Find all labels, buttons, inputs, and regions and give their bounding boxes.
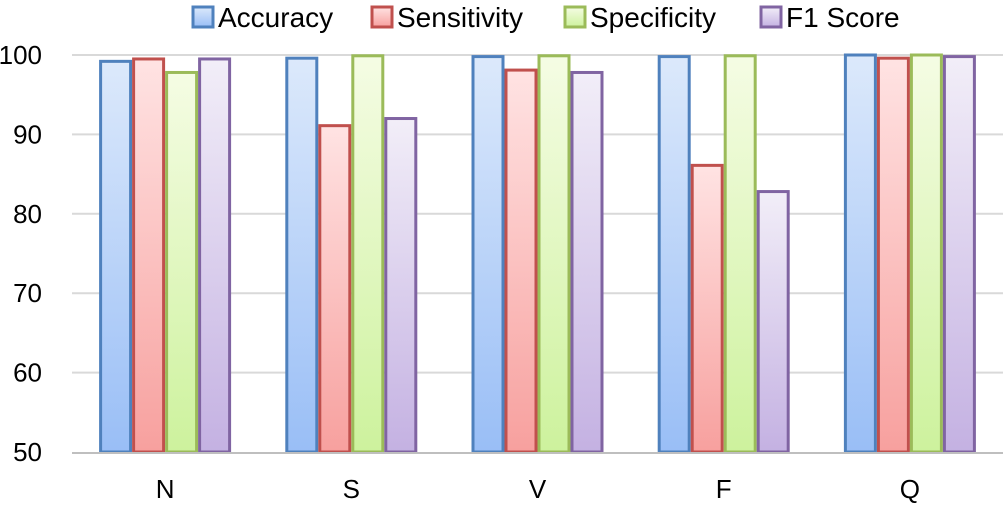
- bar-f1-score-v: [570, 70, 604, 454]
- bar-accuracy-f: [657, 55, 691, 454]
- y-tick-label: 100: [0, 40, 42, 70]
- bar-sensitivity-n: [132, 57, 166, 454]
- bar-specificity-n: [165, 70, 199, 454]
- y-axis-tick-labels: 50 60 70 80 90 100: [0, 40, 42, 467]
- y-tick-label: 90: [13, 119, 42, 149]
- bar-f1-score-n: [198, 57, 232, 454]
- legend-swatch: [370, 5, 394, 29]
- x-tick-label: F: [716, 474, 732, 504]
- x-tick-label: S: [343, 474, 360, 504]
- bar-specificity-f: [723, 54, 757, 454]
- bar-f1-score-q: [942, 55, 976, 454]
- legend-label: Specificity: [590, 2, 716, 33]
- x-tick-label: Q: [900, 474, 920, 504]
- bar-sensitivity-s: [318, 124, 352, 454]
- y-tick-label: 60: [13, 358, 42, 388]
- bar-accuracy-n: [99, 59, 133, 454]
- bar-accuracy-q: [843, 53, 877, 454]
- legend-swatch: [759, 5, 783, 29]
- x-tick-label: N: [156, 474, 175, 504]
- bar-sensitivity-q: [876, 56, 910, 454]
- bar-f1-score-s: [384, 117, 418, 454]
- legend-label: Sensitivity: [397, 2, 523, 33]
- y-tick-label: 80: [13, 199, 42, 229]
- legend: Accuracy Sensitivity Specificity F1 Score: [191, 2, 900, 33]
- x-tick-label: V: [529, 474, 547, 504]
- bar-sensitivity-f: [690, 163, 724, 454]
- y-tick-label: 50: [13, 437, 42, 467]
- bar-sensitivity-v: [504, 68, 538, 454]
- bar-specificity-v: [537, 54, 571, 454]
- legend-label: Accuracy: [218, 2, 333, 33]
- bars: [99, 53, 976, 454]
- legend-label: F1 Score: [786, 2, 900, 33]
- legend-swatch: [563, 5, 587, 29]
- bar-specificity-s: [351, 54, 385, 454]
- bar-f1-score-f: [756, 190, 790, 454]
- bar-specificity-q: [909, 53, 943, 454]
- y-tick-label: 70: [13, 278, 42, 308]
- legend-swatch: [191, 5, 215, 29]
- bar-accuracy-s: [285, 56, 319, 454]
- bar-accuracy-v: [471, 55, 505, 454]
